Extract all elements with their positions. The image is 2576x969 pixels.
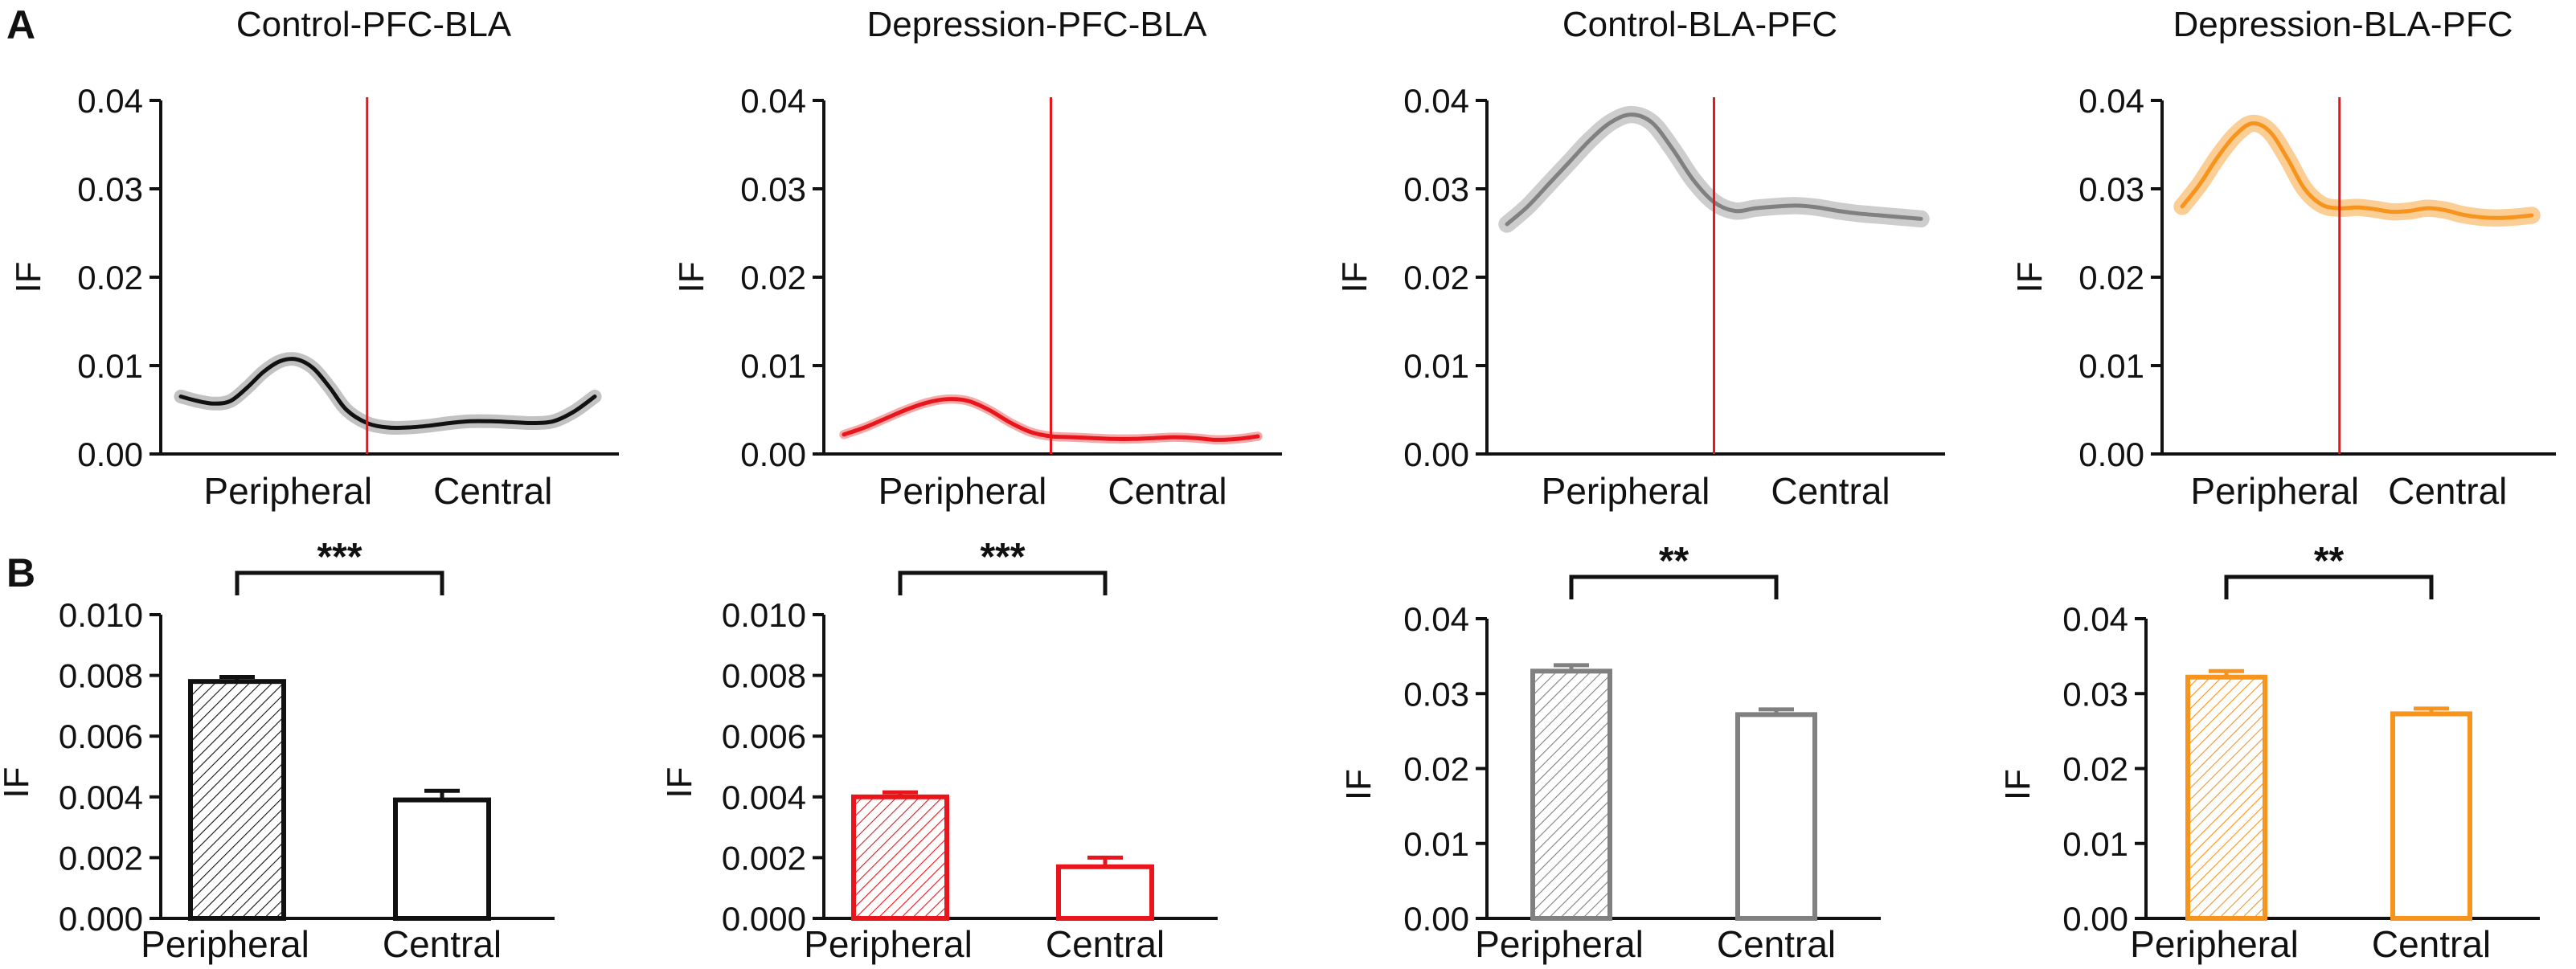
y-axis-label: IF	[1339, 769, 1378, 800]
y-tick-label: 0.008	[59, 657, 143, 695]
bar-peripheral	[851, 794, 949, 921]
bar-chart-8: 0.00 0.01 0.02 0.03 0.04 IF Peripheral Central *…	[1998, 540, 2540, 965]
x-category-label: Peripheral	[141, 923, 309, 965]
y-tick-label: 0.03	[2062, 675, 2128, 713]
y-tick-label: 0.01	[2078, 347, 2144, 385]
significance-bracket	[235, 570, 444, 595]
y-tick-label: 0.04	[2078, 82, 2144, 120]
chart-title: Control-PFC-BLA	[236, 5, 512, 44]
x-category-label: Peripheral	[1542, 470, 1710, 512]
y-tick-label: 0.006	[722, 718, 806, 755]
y-tick-label: 0.004	[59, 779, 143, 816]
y-axis-label: IF	[1998, 769, 2037, 800]
y-tick-label: 0.010	[59, 596, 143, 634]
y-tick-label: 0.000	[59, 900, 143, 938]
mean-line	[2180, 121, 2534, 220]
x-category-label: Central	[1717, 923, 1836, 965]
significance-label: ***	[980, 536, 1025, 579]
y-tick-label: 0.02	[740, 259, 806, 296]
y-tick-label: 0.004	[722, 779, 806, 816]
bar-central	[393, 797, 491, 922]
x-category-label: Central	[1046, 923, 1165, 965]
x-category-label: Central	[433, 470, 552, 512]
line-chart-4: Depression-BLA-PFC 0.00 0.01 0.02 0.03 0.04 IF…	[2010, 5, 2556, 512]
y-tick-label: 0.04	[1403, 600, 1469, 638]
panel-label-b: B	[6, 550, 35, 595]
line-chart-3: Control-BLA-PFC 0.00 0.01 0.02 0.03 0.04 IF Per…	[1335, 5, 1945, 512]
y-axis-label: IF	[2010, 261, 2050, 292]
significance-label: **	[1659, 540, 1689, 583]
y-tick-label: 0.03	[1403, 170, 1469, 208]
significance-bracket	[1569, 574, 1779, 599]
charts: Control-PFC-BLA 0.00 0.01 0.02 0.03 0.04 IF Per…	[0, 5, 2556, 965]
x-category-label: Peripheral	[1475, 923, 1644, 965]
x-category-label: Central	[1771, 470, 1890, 512]
y-tick-label: 0.00	[77, 435, 143, 473]
line-chart-1: Control-PFC-BLA 0.00 0.01 0.02 0.03 0.04 IF Per…	[9, 5, 619, 512]
x-category-label: Peripheral	[804, 923, 973, 965]
bar-central	[1056, 864, 1154, 921]
y-axis-label: IF	[1335, 261, 1374, 292]
y-axis-label: IF	[0, 767, 36, 798]
y-tick-label: 0.04	[1403, 82, 1469, 120]
y-tick-label: 0.00	[2062, 900, 2128, 938]
significance-bracket	[898, 570, 1108, 595]
y-tick-label: 0.04	[740, 82, 806, 120]
significance-label: **	[2314, 540, 2345, 583]
y-tick-label: 0.03	[740, 170, 806, 208]
significance-bracket	[2224, 574, 2434, 599]
y-tick-label: 0.02	[1403, 750, 1469, 788]
y-tick-label: 0.03	[1403, 675, 1469, 713]
bar-chart-6: 0.000 0.002 0.004 0.006 0.008 0.010 IF Peripher…	[660, 536, 1218, 965]
y-tick-label: 0.00	[740, 435, 806, 473]
chart-title: Depression-PFC-BLA	[866, 5, 1207, 44]
y-tick-label: 0.02	[2078, 259, 2144, 296]
y-tick-label: 0.02	[1403, 259, 1469, 296]
y-axis-label: IF	[9, 261, 48, 292]
panel-label-a: A	[6, 2, 35, 47]
y-tick-label: 0.000	[722, 900, 806, 938]
bar-chart-7: 0.00 0.01 0.02 0.03 0.04 IF Peripheral Central *…	[1339, 540, 1881, 965]
y-tick-label: 0.03	[2078, 170, 2144, 208]
y-tick-label: 0.002	[59, 839, 143, 877]
chart-title: Control-BLA-PFC	[1562, 5, 1837, 44]
x-category-label: Central	[383, 923, 502, 965]
bar-chart-5: 0.000 0.002 0.004 0.006 0.008 0.010 IF Peripher…	[0, 536, 555, 965]
y-tick-label: 0.02	[77, 259, 143, 296]
y-tick-label: 0.01	[740, 347, 806, 385]
y-axis-label: IF	[660, 767, 699, 798]
bar-peripheral	[1530, 668, 1612, 922]
y-tick-label: 0.01	[1403, 825, 1469, 863]
x-category-label: Peripheral	[2130, 923, 2299, 965]
bar-peripheral	[188, 679, 286, 921]
y-tick-label: 0.00	[2078, 435, 2144, 473]
x-category-label: Central	[2372, 923, 2491, 965]
x-category-label: Central	[2388, 470, 2507, 512]
chart-title: Depression-BLA-PFC	[2173, 5, 2513, 44]
y-tick-label: 0.01	[77, 347, 143, 385]
y-tick-label: 0.00	[1403, 900, 1469, 938]
significance-label: ***	[317, 536, 362, 579]
y-axis-label: IF	[672, 261, 711, 292]
y-tick-label: 0.03	[77, 170, 143, 208]
y-tick-label: 0.01	[1403, 347, 1469, 385]
bar-central	[1735, 712, 1817, 921]
y-tick-label: 0.02	[2062, 750, 2128, 788]
line-chart-2: Depression-PFC-BLA 0.00 0.01 0.02 0.03 0.04 IF…	[672, 5, 1282, 512]
bar-peripheral	[2185, 674, 2267, 921]
y-tick-label: 0.002	[722, 839, 806, 877]
y-tick-label: 0.010	[722, 596, 806, 634]
y-tick-label: 0.00	[1403, 435, 1469, 473]
y-tick-label: 0.006	[59, 718, 143, 755]
y-tick-label: 0.04	[77, 82, 143, 120]
bar-central	[2390, 711, 2472, 921]
x-category-label: Peripheral	[203, 470, 372, 512]
y-tick-label: 0.04	[2062, 600, 2128, 638]
x-category-label: Peripheral	[2190, 470, 2359, 512]
x-category-label: Peripheral	[878, 470, 1047, 512]
y-tick-label: 0.01	[2062, 825, 2128, 863]
x-category-label: Central	[1108, 470, 1227, 512]
y-tick-label: 0.008	[722, 657, 806, 695]
